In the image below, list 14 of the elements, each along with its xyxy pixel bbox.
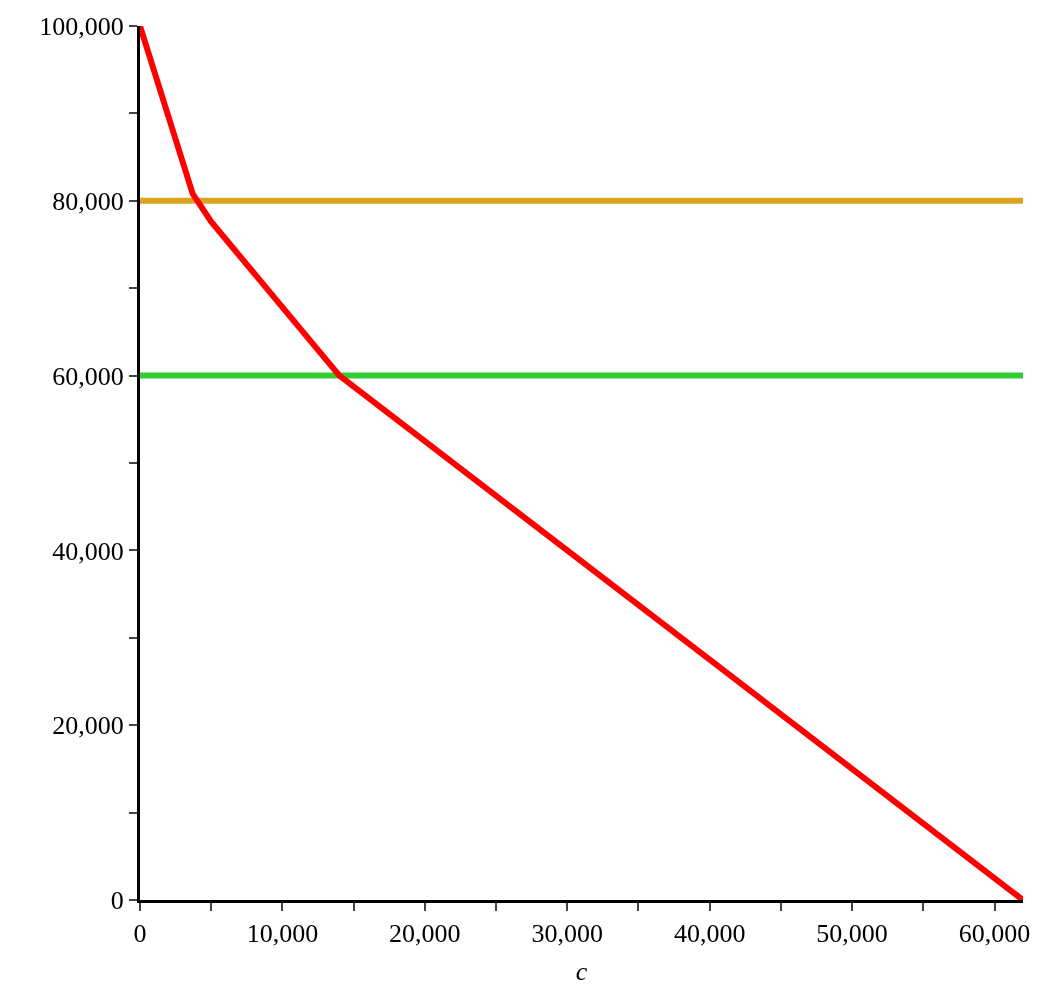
- y-tick-label: 100,000: [39, 12, 124, 42]
- x-tick-label: 10,000: [246, 919, 319, 949]
- y-tick-label: 0: [110, 886, 124, 916]
- x-axis-title: c: [575, 956, 588, 986]
- y-tick-label: 40,000: [52, 536, 124, 566]
- x-tick-label: 50,000: [816, 919, 888, 949]
- x-tick-label: 30,000: [531, 919, 604, 949]
- y-tick-label: 80,000: [52, 186, 124, 216]
- x-tick-label: 40,000: [673, 919, 746, 949]
- y-tick-label: 20,000: [52, 711, 124, 741]
- x-tick-label: 0: [133, 919, 147, 949]
- x-tick-label: 20,000: [389, 919, 461, 949]
- x-tick-label: 60,000: [958, 919, 1031, 949]
- y-tick-label: 60,000: [52, 361, 124, 391]
